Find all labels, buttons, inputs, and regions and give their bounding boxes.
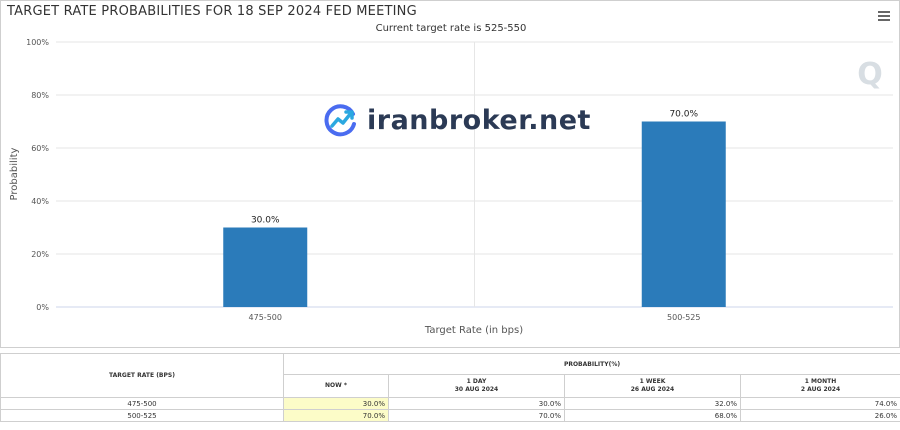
growth-chart-icon <box>324 104 356 137</box>
x-tick-label: 475-500 <box>249 313 282 322</box>
y-tick-label: 60% <box>31 144 49 153</box>
x-axis-ticks: 475-500 500-525 <box>249 313 701 322</box>
value-cell: 30.0% <box>388 397 565 410</box>
chart-subtitle: Current target rate is 525-550 <box>375 23 527 34</box>
watermark: iranbroker.net <box>323 101 591 139</box>
subheader-1-week: 1 WEEK 26 AUG 2024 <box>564 374 741 398</box>
bars: 30.0% 70.0% <box>223 110 726 307</box>
gridlines <box>56 41 893 308</box>
y-tick-label: 80% <box>31 91 49 100</box>
data-label: 70.0% <box>669 110 698 120</box>
q-logo-icon: Q <box>857 57 883 92</box>
y-tick-label: 20% <box>31 250 49 259</box>
probability-header: PROBABILITY(%) <box>282 353 900 375</box>
value-cell: 26.0% <box>739 409 900 422</box>
subheader-1-day: 1 DAY 30 AUG 2024 <box>388 374 565 398</box>
value-cell: 70.0% <box>388 409 565 422</box>
value-cell: 68.0% <box>564 409 741 422</box>
watermark-text: iranbroker.net <box>367 104 591 136</box>
value-cell: 70.0% <box>283 409 389 422</box>
y-tick-label: 100% <box>26 38 49 47</box>
rate-cell: 500-525 <box>0 409 284 422</box>
rate-cell: 475-500 <box>0 397 284 410</box>
value-cell: 30.0% <box>283 397 389 410</box>
x-tick-label: 500-525 <box>667 313 700 322</box>
bar <box>223 227 308 307</box>
value-cell: 74.0% <box>739 397 900 410</box>
probability-table: TARGET RATE (BPS) PROBABILITY(%) NOW * 1… <box>0 353 900 422</box>
bar <box>641 121 726 307</box>
subheader-now: NOW * <box>283 374 389 398</box>
svg-text:Q: Q <box>857 57 883 92</box>
table-row: 475-500 30.0% 30.0% 32.0% 74.0% <box>0 397 900 410</box>
value-cell: 32.0% <box>564 397 741 410</box>
y-tick-label: 40% <box>31 197 49 206</box>
table-row: 500-525 70.0% 70.0% 68.0% 26.0% <box>0 409 900 422</box>
y-axis-ticks: 0% 20% 40% 60% 80% 100% <box>26 38 49 312</box>
chart-panel: TARGET RATE PROBABILITIES FOR 18 SEP 202… <box>0 0 900 348</box>
subheader-1-month: 1 MONTH 2 AUG 2024 <box>739 374 900 398</box>
y-tick-label: 0% <box>36 303 49 312</box>
data-label: 30.0% <box>251 216 280 226</box>
y-axis-title: Probability <box>9 147 20 200</box>
target-rate-header: TARGET RATE (BPS) <box>0 353 284 398</box>
chart-title: TARGET RATE PROBABILITIES FOR 18 SEP 202… <box>7 4 417 19</box>
bar-chart: 0% 20% 40% 60% 80% 100% 30.0% 70.0% 475-500 500… <box>9 38 893 336</box>
x-axis-title: Target Rate (in bps) <box>424 325 523 336</box>
hamburger-menu-icon[interactable] <box>878 11 890 22</box>
